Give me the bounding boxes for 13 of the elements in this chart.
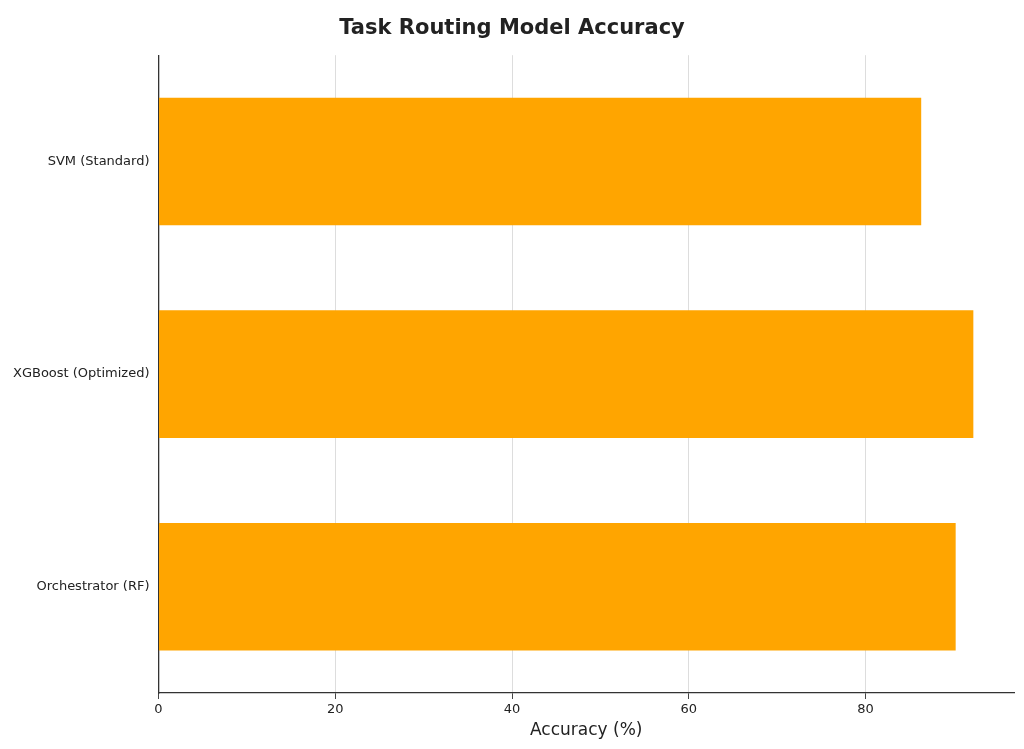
bar: [158, 522, 956, 651]
y-tick-label: XGBoost (Optimized): [12, 365, 150, 381]
x-tick-label: 40: [503, 701, 521, 717]
y-tick-label: SVM (Standard): [47, 152, 150, 168]
chart-title: Task Routing Model Accuracy: [339, 15, 686, 40]
y-tick-label: Orchestrator (RF): [36, 578, 150, 594]
x-tick-label: 0: [154, 701, 163, 717]
x-tick-label: 60: [680, 701, 698, 717]
x-tick-label: 80: [857, 701, 874, 717]
bar: [158, 97, 922, 226]
bar: [158, 310, 974, 438]
x-tick-label: 20: [326, 701, 344, 717]
x-axis-title: Accuracy (%): [530, 719, 643, 740]
